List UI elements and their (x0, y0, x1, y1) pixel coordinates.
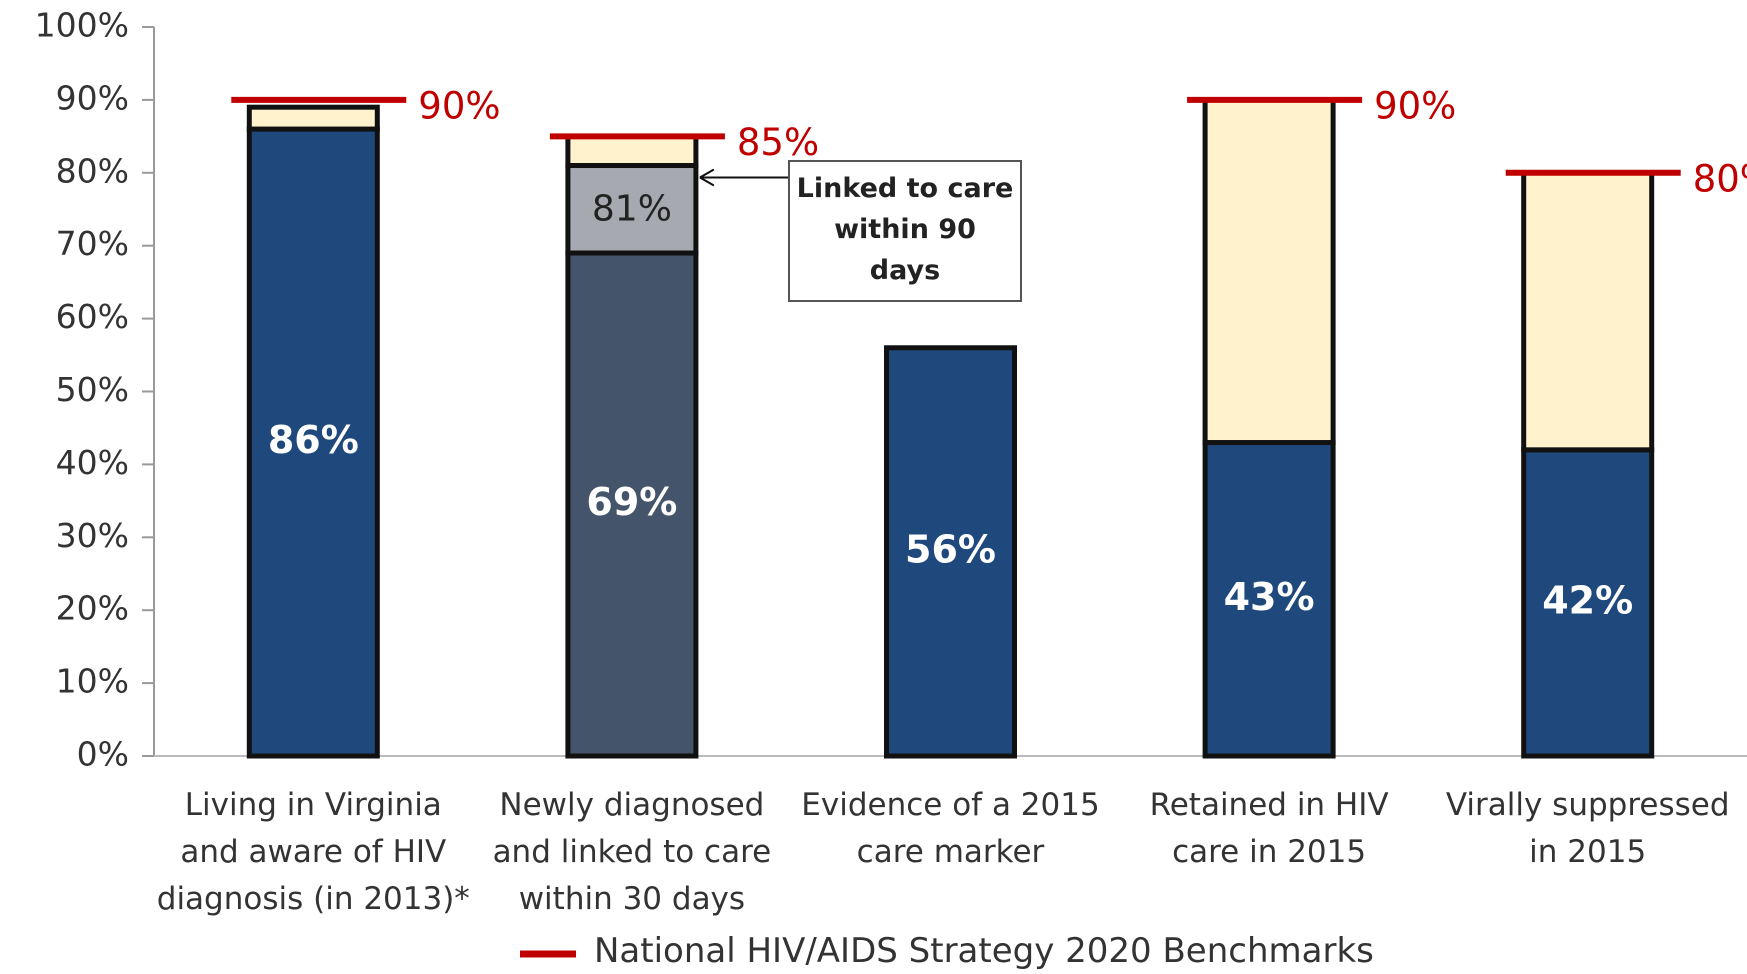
bar-segment (1202, 440, 1336, 759)
y-tick-label: 40% (56, 443, 129, 482)
value-label: 69% (586, 480, 677, 524)
legend-label: National HIV/AIDS Strategy 2020 Benchmar… (594, 931, 1374, 971)
value-label: 43% (1224, 575, 1315, 619)
benchmark-label: 90% (1374, 84, 1456, 127)
y-tick-label: 30% (56, 516, 129, 555)
callout: Linked to care within 90 days (788, 159, 1022, 302)
x-tick-label: Newly diagnosed and linked to care withi… (492, 787, 772, 917)
x-tick-label: Evidence of a 2015 care marker (801, 787, 1100, 870)
bar-segment (565, 163, 699, 256)
bar-segment (246, 126, 380, 759)
bar-segment (1521, 170, 1655, 453)
x-tick-label: Living in Virginia and aware of HIV diag… (156, 787, 470, 917)
bar-segment (246, 104, 380, 132)
y-tick-label: 70% (56, 224, 129, 263)
y-tick-label: 50% (56, 370, 129, 409)
bar-segment (1521, 447, 1655, 759)
bar-segment (565, 133, 699, 169)
y-tick-label: 10% (56, 662, 129, 701)
y-tick-label: 90% (56, 78, 129, 117)
benchmark-label: 80% (1693, 157, 1747, 200)
y-tick-label: 80% (56, 151, 129, 190)
callout-arrowhead (699, 168, 715, 187)
annotation: 81% (592, 188, 672, 229)
benchmark-label: 85% (737, 121, 819, 164)
bar-segment (884, 345, 1017, 759)
y-tick-label: 0% (77, 735, 129, 774)
x-tick-label: Virally suppressed in 2015 (1445, 787, 1730, 870)
value-label: 86% (268, 418, 359, 462)
y-tick-label: 20% (56, 589, 129, 628)
x-tick-label: Retained in HIV care in 2015 (1149, 787, 1389, 870)
y-tick-label: 60% (56, 297, 129, 336)
y-tick-label: 100% (35, 6, 129, 45)
value-label: 42% (1542, 578, 1633, 622)
benchmark-label: 90% (418, 84, 500, 127)
bar-segment (1202, 97, 1336, 446)
value-label: 56% (905, 527, 996, 571)
